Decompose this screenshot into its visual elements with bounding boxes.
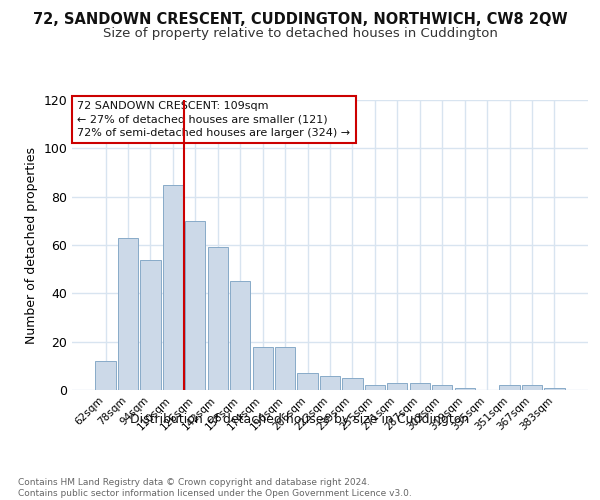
Bar — [185, 221, 205, 390]
Bar — [95, 361, 116, 390]
Bar — [455, 388, 475, 390]
Bar — [230, 281, 250, 390]
Bar — [432, 385, 452, 390]
Bar — [208, 248, 228, 390]
Bar — [522, 385, 542, 390]
Y-axis label: Number of detached properties: Number of detached properties — [25, 146, 38, 344]
Text: Size of property relative to detached houses in Cuddington: Size of property relative to detached ho… — [103, 28, 497, 40]
Bar — [410, 383, 430, 390]
Bar — [320, 376, 340, 390]
Bar — [343, 378, 362, 390]
Text: 72, SANDOWN CRESCENT, CUDDINGTON, NORTHWICH, CW8 2QW: 72, SANDOWN CRESCENT, CUDDINGTON, NORTHW… — [32, 12, 568, 28]
Bar — [365, 385, 385, 390]
Text: Contains HM Land Registry data © Crown copyright and database right 2024.
Contai: Contains HM Land Registry data © Crown c… — [18, 478, 412, 498]
Bar — [140, 260, 161, 390]
Bar — [298, 373, 317, 390]
Bar — [253, 346, 273, 390]
Text: Distribution of detached houses by size in Cuddington: Distribution of detached houses by size … — [130, 412, 470, 426]
Bar — [163, 184, 183, 390]
Bar — [275, 346, 295, 390]
Text: 72 SANDOWN CRESCENT: 109sqm
← 27% of detached houses are smaller (121)
72% of se: 72 SANDOWN CRESCENT: 109sqm ← 27% of det… — [77, 102, 350, 138]
Bar — [544, 388, 565, 390]
Bar — [118, 238, 138, 390]
Bar — [499, 385, 520, 390]
Bar — [387, 383, 407, 390]
